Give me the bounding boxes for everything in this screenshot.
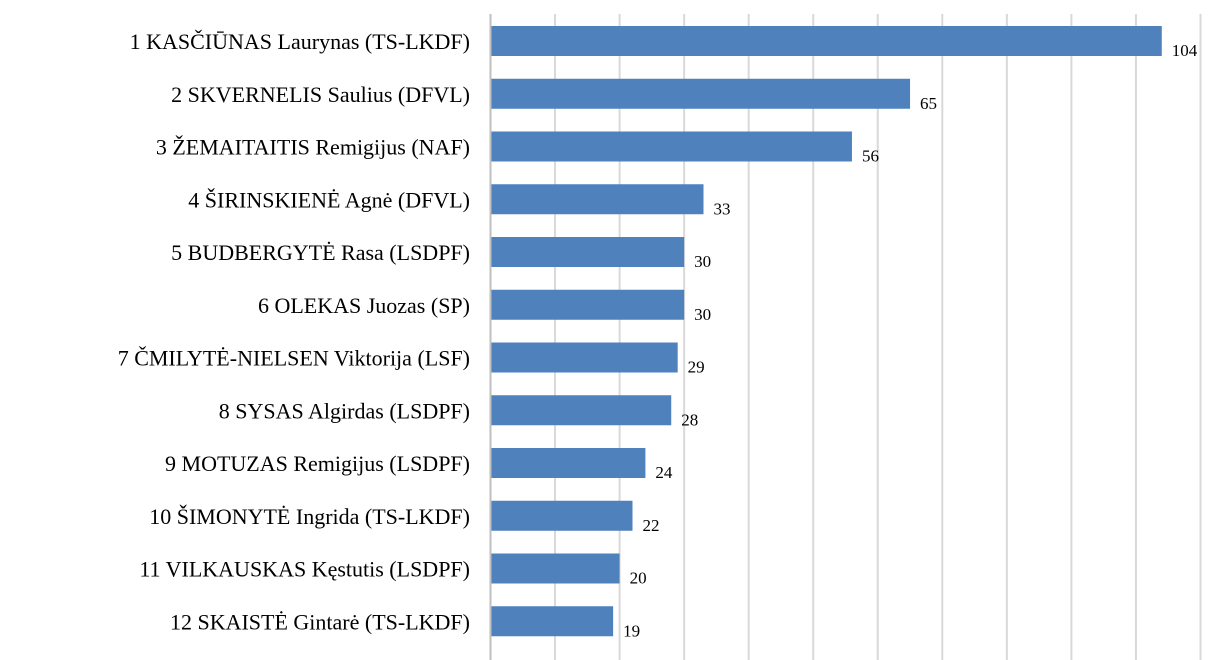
- bar: [491, 395, 672, 426]
- category-label: 12 SKAISTĖ Gintarė (TS-LKDF): [170, 609, 470, 634]
- data-label: 24: [655, 463, 673, 482]
- bar: [491, 289, 685, 320]
- data-label: 22: [643, 516, 660, 535]
- bar: [491, 448, 646, 478]
- bar: [491, 78, 911, 109]
- category-label: 4 ŠIRINSKIENĖ Agnė (DFVL): [188, 187, 470, 212]
- data-label: 65: [920, 94, 937, 113]
- category-label: 3 ŽEMAITAITIS Remigijus (NAF): [156, 135, 470, 160]
- data-label: 56: [862, 147, 879, 166]
- category-label: 10 ŠIMONYTĖ Ingrida (TS-LKDF): [149, 504, 470, 529]
- category-label: 2 SKVERNELIS Saulius (DFVL): [171, 82, 470, 107]
- bar: [491, 553, 620, 584]
- bar: [491, 606, 614, 637]
- data-label: 104: [1172, 41, 1198, 60]
- data-label: 19: [623, 621, 640, 640]
- data-label: 28: [681, 410, 698, 429]
- bar: [491, 500, 633, 531]
- category-label: 9 MOTUZAS Remigijus (LSDPF): [165, 451, 470, 476]
- data-label: 33: [714, 199, 731, 218]
- data-label: 30: [694, 305, 711, 324]
- category-label: 8 SYSAS Algirdas (LSDPF): [219, 398, 470, 423]
- category-label: 5 BUDBERGYTĖ Rasa (LSDPF): [171, 240, 470, 265]
- bar: [491, 342, 678, 373]
- bar: [491, 237, 685, 267]
- category-label: 6 OLEKAS Juozas (SP): [258, 293, 470, 318]
- category-label: 11 VILKAUSKAS Kęstutis (LSDPF): [139, 557, 470, 582]
- data-label: 30: [694, 252, 711, 271]
- data-label: 20: [630, 569, 647, 588]
- bar: [491, 131, 852, 162]
- data-label: 29: [688, 358, 705, 377]
- category-label: 7 ČMILYTĖ-NIELSEN Viktorija (LSF): [118, 346, 470, 371]
- bar: [491, 184, 704, 215]
- category-label: 1 KASČIŪNAS Laurynas (TS-LKDF): [130, 29, 470, 54]
- bar: [491, 26, 1162, 56]
